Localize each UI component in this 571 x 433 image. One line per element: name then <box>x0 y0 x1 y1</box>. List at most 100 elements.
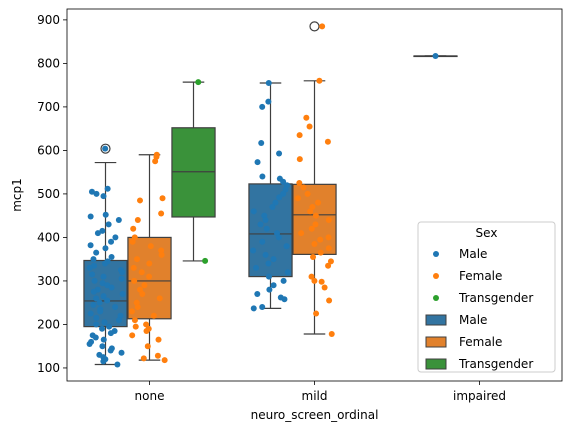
outlier-marker <box>100 143 111 154</box>
legend-label: Male <box>459 313 487 327</box>
data-point-female <box>131 277 138 284</box>
y-tick-label: 500 <box>37 187 60 201</box>
data-point-male <box>265 79 272 86</box>
legend-box-swatch <box>425 358 447 370</box>
data-point-male <box>280 178 287 185</box>
data-point-male <box>91 277 98 284</box>
data-point-transgender <box>202 257 209 264</box>
data-point-male <box>254 290 261 297</box>
data-point-male <box>106 323 113 330</box>
data-point-male <box>87 242 94 249</box>
legend-point-marker <box>433 273 439 279</box>
data-point-male <box>90 301 97 308</box>
legend-point-marker <box>433 295 439 301</box>
data-point-female <box>306 123 313 130</box>
data-point-male <box>259 173 266 180</box>
data-point-female <box>129 238 136 245</box>
data-point-male <box>86 341 93 348</box>
y-tick-label: 100 <box>37 361 60 375</box>
data-point-male <box>253 264 260 271</box>
data-point-male <box>94 230 101 237</box>
legend-label: Male <box>459 247 487 261</box>
outlier-marker <box>309 21 320 32</box>
data-point-male <box>250 305 257 312</box>
legend-label: Transgender <box>458 291 533 305</box>
data-point-male <box>250 208 257 215</box>
data-point-female <box>326 297 333 304</box>
data-point-male <box>90 288 97 295</box>
data-point-female <box>130 225 137 232</box>
data-point-male <box>99 227 106 234</box>
data-point-female <box>296 132 303 139</box>
data-point-female <box>296 180 303 187</box>
data-point-female <box>300 184 307 191</box>
data-point-female <box>134 217 141 224</box>
data-point-female <box>325 262 332 269</box>
data-point-male <box>112 234 119 241</box>
data-point-female <box>321 284 328 291</box>
data-point-male <box>93 321 100 328</box>
data-point-female <box>315 199 322 206</box>
data-point-male <box>272 199 279 206</box>
data-point-male <box>100 358 107 365</box>
data-point-male <box>93 190 100 197</box>
data-point-male <box>112 304 119 311</box>
data-point-male <box>91 262 98 269</box>
data-point-male <box>100 336 107 343</box>
data-point-female <box>307 208 314 215</box>
data-point-male <box>262 251 269 258</box>
legend-label: Female <box>459 335 502 349</box>
data-point-female <box>139 290 146 297</box>
box-male <box>248 183 293 278</box>
data-point-male <box>93 249 100 256</box>
data-point-female <box>319 23 326 30</box>
data-point-male <box>86 264 93 271</box>
data-point-male <box>102 145 109 152</box>
data-point-male <box>276 150 283 157</box>
data-point-male <box>97 308 104 315</box>
data-point-male <box>115 217 122 224</box>
x-tick-label: mild <box>302 389 328 403</box>
data-point-female <box>129 332 136 339</box>
data-point-female <box>161 357 168 364</box>
data-point-female <box>150 312 157 319</box>
data-point-male <box>93 295 100 302</box>
data-point-female <box>152 158 159 165</box>
data-point-female <box>308 273 315 280</box>
data-point-female <box>325 217 332 224</box>
data-point-female <box>325 245 332 252</box>
data-point-male <box>265 260 272 267</box>
data-point-male <box>96 299 103 306</box>
data-point-male <box>265 98 272 105</box>
data-point-female <box>325 234 332 241</box>
data-point-male <box>281 296 288 303</box>
data-point-female <box>146 273 153 280</box>
data-point-male <box>102 245 109 252</box>
y-axis-label: mcp1 <box>10 178 24 212</box>
data-point-male <box>100 273 107 280</box>
data-point-female <box>311 240 318 247</box>
data-point-female <box>313 310 320 317</box>
data-point-male <box>108 254 115 260</box>
data-point-male <box>87 213 94 220</box>
legend-box-swatch <box>425 336 447 348</box>
x-tick-label: none <box>135 389 165 403</box>
data-point-female <box>136 197 143 204</box>
data-point-male <box>92 334 99 341</box>
data-point-female <box>147 243 154 250</box>
data-point-female <box>294 195 301 202</box>
data-point-male <box>280 190 287 197</box>
data-point-male <box>432 52 439 59</box>
data-point-female <box>141 282 148 289</box>
data-point-female <box>328 331 335 338</box>
data-point-male <box>263 225 270 232</box>
data-point-male <box>276 194 283 201</box>
data-point-male <box>118 275 125 282</box>
data-point-female <box>316 77 323 84</box>
data-point-male <box>104 297 111 304</box>
data-point-female <box>317 236 324 243</box>
data-point-female <box>312 221 319 228</box>
x-axis-label: neuro_screen_ordinal <box>251 408 379 422</box>
data-point-female <box>312 212 319 219</box>
y-tick-label: 400 <box>37 230 60 244</box>
